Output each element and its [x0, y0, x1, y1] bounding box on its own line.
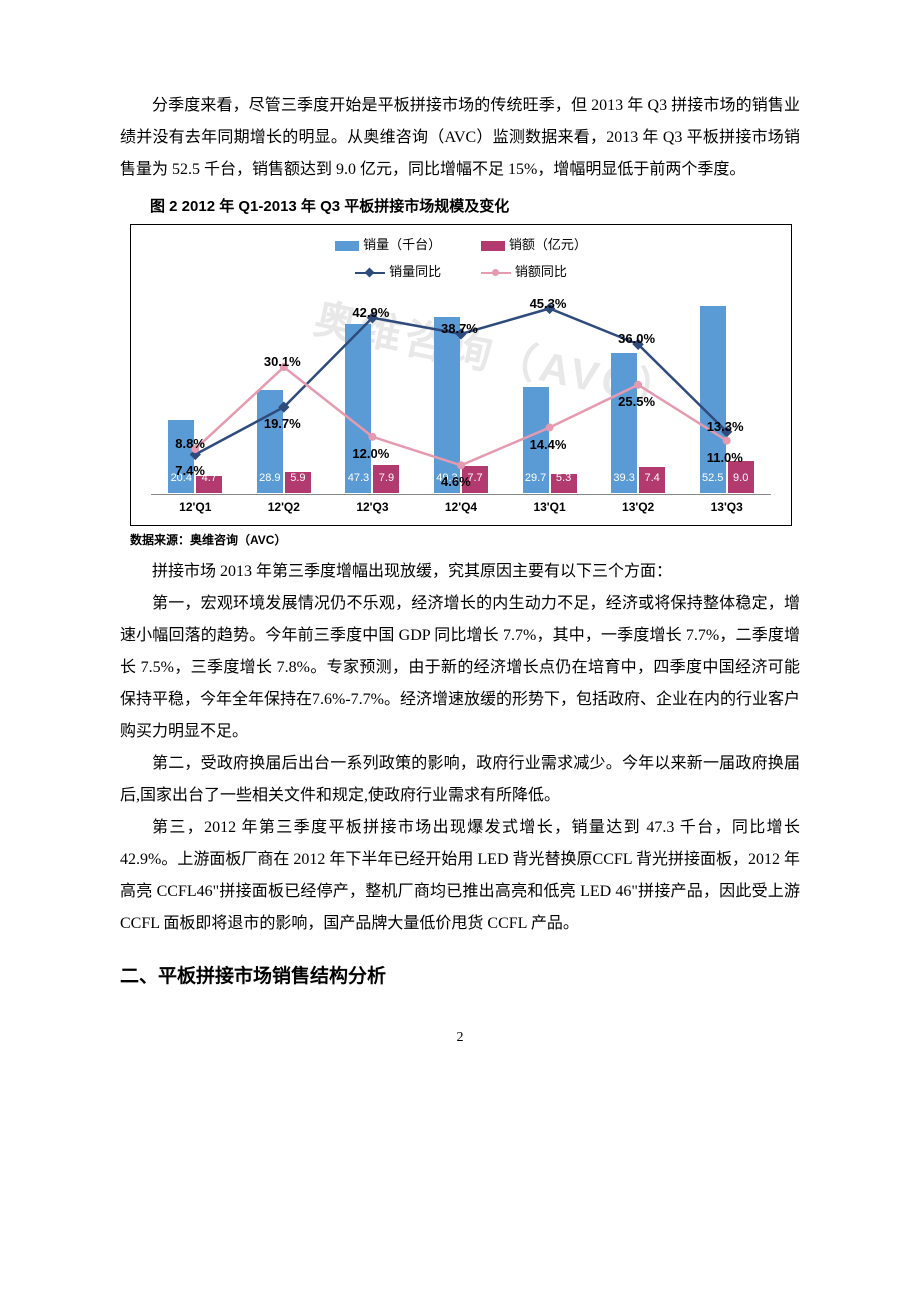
x-axis-label: 12'Q2: [240, 495, 329, 519]
section-heading-2: 二、平板拼接市场销售结构分析: [120, 958, 800, 996]
page-number: 2: [120, 1024, 800, 1052]
revenue-yoy-marker: [546, 424, 554, 432]
data-source: 数据来源：奥维咨询（AVC）: [130, 528, 800, 552]
x-axis-label: 13'Q3: [682, 495, 771, 519]
legend-revenue-yoy: 销额同比: [481, 259, 567, 285]
volume-yoy-label: 42.9%: [352, 300, 389, 326]
volume-yoy-label: 38.7%: [441, 316, 478, 342]
revenue-yoy-label: 14.4%: [530, 432, 567, 458]
paragraph-reasons-intro: 拼接市场 2013 年第三季度增幅出现放缓，究其原因主要有以下三个方面：: [120, 556, 800, 588]
revenue-yoy-label: 12.0%: [352, 441, 389, 467]
revenue-yoy-label: 30.1%: [264, 349, 301, 375]
chart-lines: [151, 279, 771, 493]
revenue-yoy-label: 11.0%: [707, 445, 743, 471]
volume-yoy-label: 13.3%: [707, 414, 744, 440]
revenue-yoy-marker: [368, 433, 376, 441]
revenue-yoy-marker: [457, 461, 465, 469]
paragraph-reason-2: 第二，受政府换届后出台一系列政策的影响，政府行业需求减少。今年以来新一届政府换届…: [120, 748, 800, 812]
revenue-yoy-marker: [634, 381, 642, 389]
chart-plot-area: 20.44.77.4%8.8%28.95.919.7%30.1%47.37.94…: [151, 279, 771, 493]
chart-container: 奥维咨询（AVC） 销量（千台） 销额（亿元） 销量同比 销额同比: [130, 224, 792, 526]
revenue-yoy-label: 8.8%: [175, 431, 205, 457]
paragraph-reason-3: 第三，2012 年第三季度平板拼接市场出现爆发式增长，销量达到 47.3 千台，…: [120, 812, 800, 940]
paragraph-intro: 分季度来看，尽管三季度开始是平板拼接市场的传统旺季，但 2013 年 Q3 拼接…: [120, 90, 800, 186]
legend-swatch-revenue: [481, 241, 505, 251]
x-axis-label: 13'Q1: [505, 495, 594, 519]
volume-yoy-label: 45.3%: [530, 291, 567, 317]
x-axis-label: 12'Q1: [151, 495, 240, 519]
paragraph-reason-1: 第一，宏观环境发展情况仍不乐观，经济增长的内生动力不足，经济或将保持整体稳定，增…: [120, 588, 800, 748]
legend-volume-yoy: 销量同比: [355, 259, 441, 285]
volume-yoy-label: 36.0%: [618, 326, 655, 352]
legend-revenue: 销额（亿元）: [481, 232, 587, 258]
revenue-yoy-label: 4.6%: [441, 469, 471, 495]
x-axis: 12'Q112'Q212'Q312'Q413'Q113'Q213'Q3: [151, 497, 771, 519]
x-axis-label: 12'Q3: [328, 495, 417, 519]
revenue-yoy-label: 25.5%: [618, 389, 655, 415]
legend-swatch-volume: [335, 241, 359, 251]
x-axis-label: 13'Q2: [594, 495, 683, 519]
chart-title: 图 2 2012 年 Q1-2013 年 Q3 平板拼接市场规模及变化: [150, 192, 800, 222]
x-axis-label: 12'Q4: [417, 495, 506, 519]
volume-yoy-label: 7.4%: [175, 458, 205, 484]
legend-volume: 销量（千台）: [335, 232, 441, 258]
chart-legend: 销量（千台） 销额（亿元） 销量同比 销额同比: [131, 231, 791, 286]
volume-yoy-label: 19.7%: [264, 411, 301, 437]
